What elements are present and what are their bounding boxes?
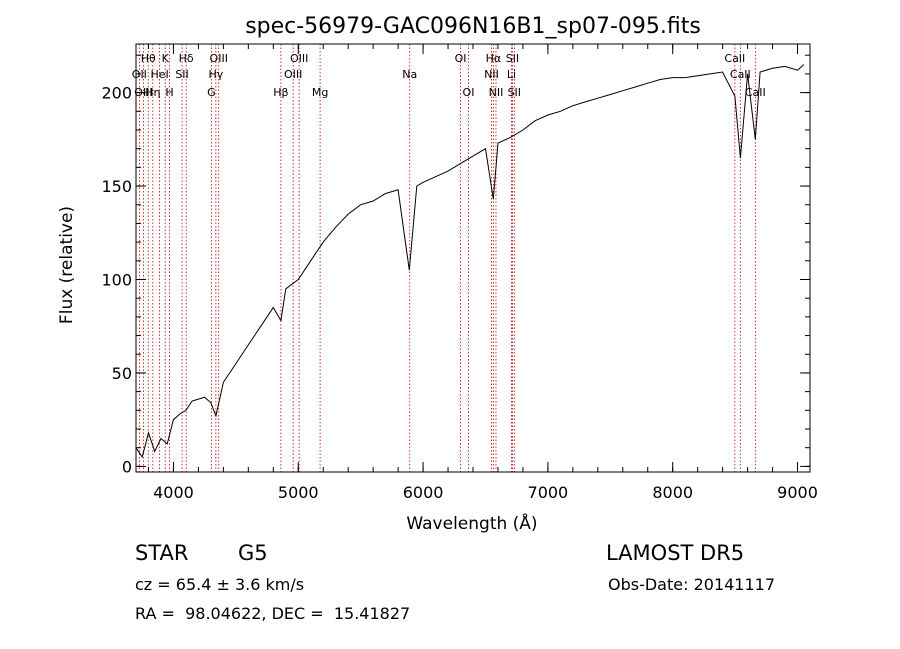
line-label: HeI xyxy=(150,68,168,81)
line-label: CaII xyxy=(730,68,751,81)
plot-frame xyxy=(135,43,811,473)
line-label: NII xyxy=(489,86,504,99)
line-label: Na xyxy=(402,68,417,81)
line-label: Hθ xyxy=(141,52,156,65)
line-label: G xyxy=(207,86,216,99)
line-label: OIII xyxy=(284,68,302,81)
x-tick-label: 8000 xyxy=(652,483,693,502)
y-tick-label: 150 xyxy=(101,177,132,196)
x-tick-label: 6000 xyxy=(403,483,444,502)
line-label: SII xyxy=(508,86,521,99)
axis-ticks: 4000 5000 6000 7000 8000 9000 0 50 100 150 200 xyxy=(101,44,818,502)
survey-name: LAMOST DR5 xyxy=(606,541,745,565)
object-class: STAR xyxy=(135,541,189,565)
line-label: SII xyxy=(506,52,519,65)
spectrum-line xyxy=(135,64,805,459)
y-tick-label: 100 xyxy=(101,270,132,289)
line-label: CaII xyxy=(724,52,745,65)
line-label: Hα xyxy=(486,52,502,65)
line-label: Hγ xyxy=(208,68,223,81)
x-tick-label: 7000 xyxy=(528,483,569,502)
y-tick-label: 200 xyxy=(101,84,132,103)
line-label: OI xyxy=(463,86,475,99)
line-label: Li xyxy=(507,68,516,81)
line-markers xyxy=(138,44,756,472)
line-label: Hδ xyxy=(179,52,194,65)
x-tick-label: 9000 xyxy=(777,483,818,502)
line-label: OIII xyxy=(290,52,308,65)
y-axis-label: Flux (relative) xyxy=(57,206,77,324)
coordinates: RA = 98.04622, DEC = 15.41827 xyxy=(135,604,411,623)
line-label: CaII xyxy=(745,86,766,99)
x-axis-label: Wavelength (Å) xyxy=(406,512,537,534)
line-label: H xyxy=(165,86,173,99)
line-label: NII xyxy=(484,68,499,81)
chart-title: spec-56979-GAC096N16B1_sp07-095.fits xyxy=(245,14,701,39)
line-label: Hη xyxy=(145,86,160,99)
line-label: Mg xyxy=(312,86,328,99)
object-subclass: G5 xyxy=(238,541,268,565)
x-tick-label: 5000 xyxy=(278,483,319,502)
line-label: OII xyxy=(132,68,147,81)
line-label: OI xyxy=(455,52,467,65)
line-label: SII xyxy=(175,68,188,81)
line-label: K xyxy=(162,52,170,65)
redshift-cz: cz = 65.4 ± 3.6 km/s xyxy=(135,575,305,594)
x-tick-label: 4000 xyxy=(153,483,194,502)
line-label: OIII xyxy=(210,52,228,65)
line-label: Hβ xyxy=(273,86,288,99)
observation-date: Obs-Date: 20141117 xyxy=(608,575,776,594)
y-tick-label: 50 xyxy=(112,364,132,383)
y-tick-label: 0 xyxy=(122,457,132,476)
